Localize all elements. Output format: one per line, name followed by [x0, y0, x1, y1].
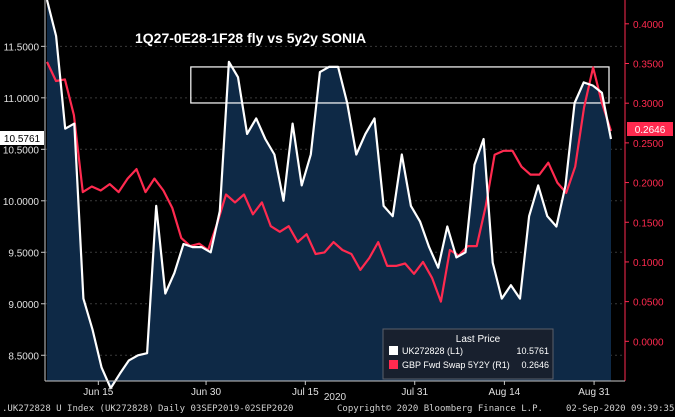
x-tick-label-4: Aug 14	[489, 387, 521, 398]
footer-timestamp: 02-Sep-2020 09:39:35	[566, 404, 675, 414]
legend-box	[382, 328, 554, 380]
left-tick-label-6: 11.5000	[4, 42, 40, 53]
legend-item-gbp-swap: GBP Fwd Swap 5Y2Y (R1)	[402, 360, 510, 370]
x-tick-label-1: Jun 30	[191, 387, 221, 398]
legend-value-uk272828: 10.5761	[516, 346, 549, 356]
left-series-area	[47, 0, 611, 389]
legend-header: Last Price	[456, 334, 501, 345]
left-tick-label-3: 10.0000	[3, 197, 40, 208]
left-tick-label-4: 10.5000	[3, 145, 40, 156]
right-tick-label-3: 0.1500	[633, 218, 664, 229]
left-tick-label-1: 9.0000	[8, 300, 39, 311]
last-value-right-text: 0.2646	[635, 125, 666, 136]
right-tick-label-2: 0.1000	[633, 258, 664, 269]
legend-item-uk272828: UK272828 (L1)	[402, 346, 463, 356]
x-tick-label-0: Jun 15	[83, 387, 113, 398]
legend-value-gbp-swap: 0.2646	[521, 360, 549, 370]
right-tick-label-6: 0.3000	[633, 99, 664, 110]
right-tick-label-7: 0.3500	[633, 60, 664, 71]
x-axis-label: 2020	[324, 392, 347, 403]
footer-range: Daily 03SEP2019-02SEP2020	[158, 404, 294, 414]
legend-swatch-uk272828	[389, 346, 398, 355]
chart-title: 1Q27-0E28-1F28 fly vs 5y2y SONIA	[135, 30, 366, 46]
left-tick-label-2: 9.5000	[8, 248, 39, 259]
legend-swatch-gbp-swap	[389, 360, 398, 369]
right-tick-label-5: 0.2500	[633, 139, 664, 150]
footer-copyright: Copyright© 2020 Bloomberg Finance L.P.	[337, 404, 543, 414]
last-value-right-label: 0.2646	[627, 122, 673, 136]
x-tick-label-3: Jul 31	[401, 387, 428, 398]
right-tick-label-1: 0.0500	[633, 298, 664, 309]
footer-security: .UK272828 U Index (UK272828)	[2, 404, 154, 414]
series-line-uk272828	[45, 0, 613, 390]
x-axis-ticks: Jun 15 Jun 30 Jul 15 Jul 31 Aug 14 Aug 31	[83, 381, 610, 398]
left-axis-ticks: 8.5000 9.0000 9.5000 10.0000 10.5000 11.0000 1…	[3, 42, 45, 362]
right-tick-label-0: 0.0000	[633, 337, 664, 348]
last-value-left-label: 10.5761	[0, 131, 44, 145]
highlight-box	[190, 66, 610, 104]
left-tick-label-0: 8.5000	[8, 351, 39, 362]
footer-bar: .UK272828 U Index (UK272828) Daily 03SEP…	[0, 404, 675, 417]
left-tick-label-5: 11.0000	[4, 94, 40, 105]
right-tick-label-4: 0.2000	[633, 179, 664, 190]
right-axis-ticks: 0.0000 0.0500 0.1000 0.1500 0.2000 0.2500 0.30…	[625, 20, 664, 348]
x-tick-label-5: Aug 31	[578, 387, 610, 398]
x-tick-label-2: Jul 15	[292, 387, 319, 398]
last-value-left-text: 10.5761	[4, 134, 41, 145]
series-line-gbp-fwd-swap	[46, 61, 613, 303]
right-tick-label-8: 0.4000	[633, 20, 664, 31]
legend: Last Price UK272828 (L1) 10.5761 GBP Fwd…	[382, 328, 554, 380]
